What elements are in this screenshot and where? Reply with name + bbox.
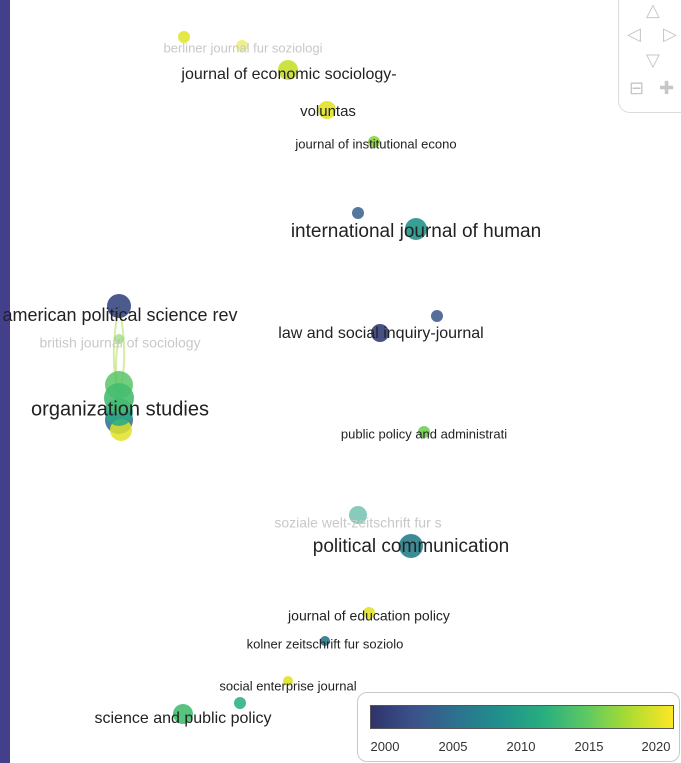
journal-label-swz[interactable]: soziale welt-zeitschrift fur s [274, 515, 441, 531]
journal-node-sej[interactable] [283, 676, 293, 686]
journal-node-berliner[interactable] [236, 40, 248, 52]
journal-label-ijhrm[interactable]: international journal of human [291, 221, 541, 242]
journal-label-voluntas[interactable]: voluntas [300, 103, 356, 120]
cluster-node-dot[interactable] [352, 207, 364, 219]
zoom-out-icon[interactable]: ⊟ [629, 78, 645, 99]
journal-node-jep[interactable] [363, 607, 375, 619]
journal-label-lsi[interactable]: law and social inquiry-journal [278, 325, 483, 342]
journal-node-jes[interactable] [278, 60, 298, 80]
navigation-panel: △ ◁ ▷ ▽ ⊟ ✚ [618, 0, 681, 113]
journal-label-sej[interactable]: social enterprise journal [219, 678, 356, 693]
journal-node-bjs[interactable] [114, 334, 124, 344]
journal-node-voluntas[interactable] [318, 101, 336, 119]
journal-label-spp[interactable]: science and public policy [95, 710, 272, 727]
pan-down-icon[interactable]: ▽ [646, 50, 660, 71]
journal-node-kzfss[interactable] [320, 636, 330, 646]
pan-right-icon[interactable]: ▷ [663, 24, 677, 45]
zoom-in-icon[interactable]: ✚ [659, 78, 675, 99]
journal-label-polcom[interactable]: political communication [313, 536, 509, 557]
year-color-legend: 2000 2005 2010 2015 2020 [357, 692, 680, 762]
journal-label-apsr[interactable]: american political science rev [2, 305, 237, 325]
pan-up-icon[interactable]: △ [646, 0, 660, 21]
journal-node-lsi[interactable] [371, 324, 389, 342]
left-edge-bar [0, 0, 10, 763]
journal-label-kzfss[interactable]: kolner zeitschrift fur soziolo [247, 636, 404, 651]
journal-label-berliner[interactable]: berliner journal fur soziologi [164, 40, 323, 55]
journal-label-jie[interactable]: journal of institutional econo [294, 136, 456, 151]
legend-tick: 2000 [370, 739, 400, 754]
journal-node-apsr[interactable] [107, 294, 131, 318]
color-scale-bar [370, 705, 674, 729]
journal-label-ppa[interactable]: public policy and administrati [341, 426, 507, 441]
legend-tick: 2015 [574, 739, 604, 754]
pan-left-icon[interactable]: ◁ [627, 24, 641, 45]
cluster-node-dot[interactable] [431, 310, 443, 322]
journal-node-ppa[interactable] [418, 426, 430, 438]
journal-node-swz[interactable] [349, 506, 367, 524]
legend-tick: 2020 [641, 739, 671, 754]
journal-node-spp[interactable] [173, 704, 193, 724]
journal-label-bjs[interactable]: british journal of sociology [39, 335, 200, 351]
journal-node-ijhrm[interactable] [405, 218, 427, 240]
legend-tick: 2010 [506, 739, 536, 754]
cluster-node-dot[interactable] [178, 31, 190, 43]
legend-tick: 2005 [438, 739, 468, 754]
journal-node-jie[interactable] [368, 136, 380, 148]
journal-label-jes[interactable]: journal of economic sociology- [180, 66, 396, 83]
cluster-node-dot[interactable] [234, 697, 246, 709]
journal-label-orgstud[interactable]: organization studies [31, 398, 209, 420]
journal-label-jep[interactable]: journal of education policy [287, 608, 450, 624]
journal-node-orgstud[interactable] [104, 383, 134, 413]
journal-node-polcom[interactable] [399, 534, 423, 558]
